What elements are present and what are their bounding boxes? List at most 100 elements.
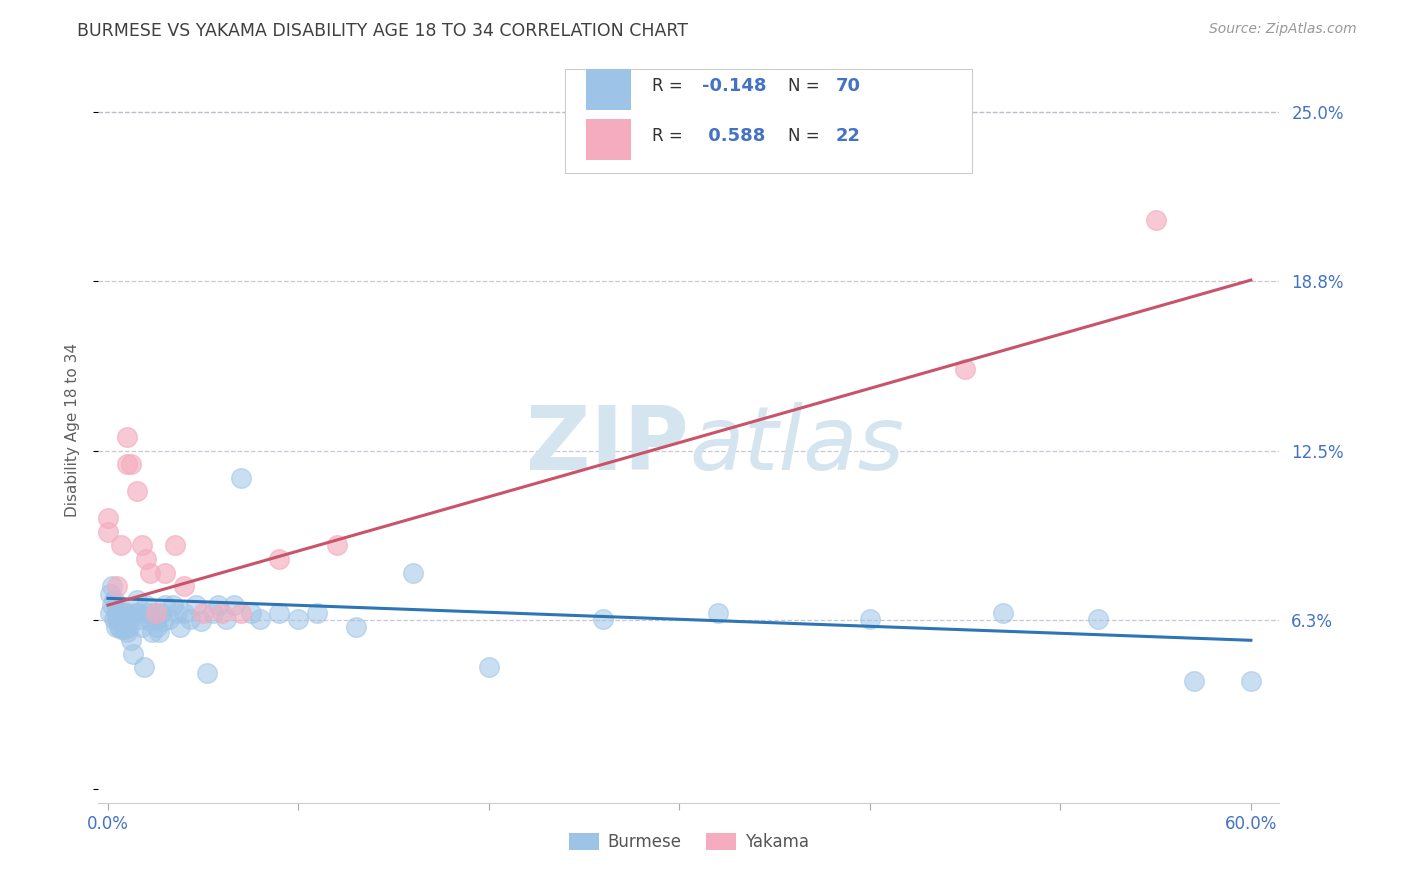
Point [97,511,120,525]
Point [142,606,165,620]
Y-axis label: Disability Age 18 to 34: Disability Age 18 to 34 [65,343,80,517]
Text: 70: 70 [835,77,860,95]
Point [592,612,614,626]
Point [98,587,121,601]
Point [114,615,136,629]
FancyBboxPatch shape [586,119,631,160]
Point [131,539,153,553]
Text: 22: 22 [835,128,860,145]
Point [120,457,142,471]
Text: Source: ZipAtlas.com: Source: ZipAtlas.com [1209,22,1357,37]
Point [179,612,201,626]
Point [115,430,138,444]
Point [110,539,132,553]
Point [166,606,188,620]
Point [231,471,253,485]
Point [125,592,148,607]
Point [107,612,129,626]
Point [112,620,135,634]
Point [859,612,882,626]
Point [211,606,233,620]
Point [706,606,728,620]
Point [107,598,129,612]
Point [249,612,271,626]
Point [139,566,162,580]
Point [269,606,291,620]
Point [118,620,141,634]
Point [307,606,329,620]
Point [100,579,122,593]
Point [195,665,218,680]
Point [239,606,262,620]
Point [1144,213,1167,227]
Text: 0.588: 0.588 [702,128,765,145]
Point [222,598,245,612]
Point [145,606,167,620]
Point [115,606,138,620]
Point [953,362,976,376]
Point [402,566,425,580]
Point [344,620,367,634]
Point [193,606,215,620]
Point [103,612,125,626]
Point [201,606,224,620]
Point [100,598,122,612]
Point [121,647,143,661]
Text: atlas: atlas [689,402,904,488]
Text: N =: N = [789,77,825,95]
Point [118,612,141,626]
Point [110,615,132,629]
Point [153,598,176,612]
Text: -0.148: -0.148 [702,77,766,95]
Point [103,592,125,607]
Text: BURMESE VS YAKAMA DISABILITY AGE 18 TO 34 CORRELATION CHART: BURMESE VS YAKAMA DISABILITY AGE 18 TO 3… [77,22,689,40]
FancyBboxPatch shape [565,70,973,173]
Point [112,606,135,620]
Point [1240,673,1263,688]
Point [115,625,138,640]
Point [115,457,138,471]
Point [127,606,149,620]
Point [1087,612,1109,626]
Point [135,598,157,612]
Point [104,620,127,634]
Text: N =: N = [789,128,825,145]
Point [207,598,229,612]
Point [287,612,309,626]
Point [190,615,212,629]
Point [269,552,291,566]
Point [98,606,121,620]
Point [141,625,163,640]
FancyBboxPatch shape [586,70,631,110]
Point [163,539,186,553]
Legend: Burmese, Yakama: Burmese, Yakama [562,826,815,858]
Point [104,606,127,620]
Point [136,606,159,620]
Point [325,539,347,553]
Point [157,612,180,626]
Text: R =: R = [652,77,689,95]
Point [139,615,162,629]
Point [97,524,120,539]
Point [173,579,195,593]
Point [145,612,167,626]
Point [129,612,152,626]
Point [152,615,174,629]
Point [107,579,129,593]
Point [124,606,146,620]
Text: ZIP: ZIP [526,401,689,489]
Point [134,660,156,674]
Point [108,606,131,620]
Point [215,612,238,626]
Point [478,660,501,674]
Point [120,633,142,648]
Point [173,606,195,620]
Point [125,484,148,499]
Point [169,620,191,634]
Point [993,606,1015,620]
Point [162,598,184,612]
Point [153,566,176,580]
Text: R =: R = [652,128,689,145]
Point [146,620,169,634]
Point [131,620,153,634]
